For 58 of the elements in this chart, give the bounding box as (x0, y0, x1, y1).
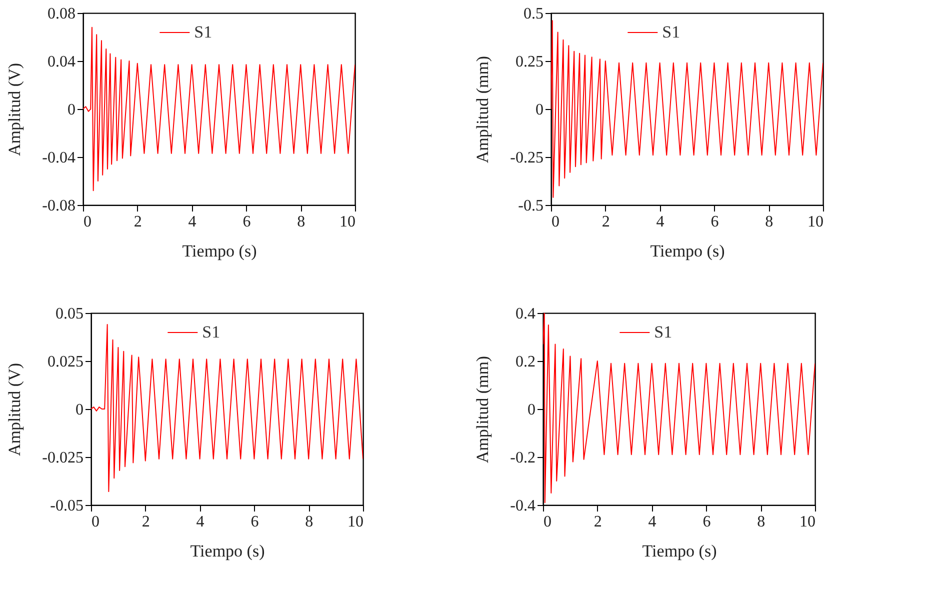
y-axis-title: Amplitud (mm) (473, 356, 492, 464)
x-tick-label: 6 (250, 514, 259, 530)
y-tick-label: 0 (528, 402, 536, 418)
legend-label: S1 (202, 322, 220, 342)
y-tick-label: 0 (68, 102, 76, 118)
x-tick-label: 2 (134, 214, 142, 230)
y-tick-label: -0.2 (510, 450, 536, 466)
x-tick-label: 4 (656, 214, 664, 230)
y-tick-label: 0.025 (48, 354, 84, 370)
x-axis-title: Tiempo (s) (650, 242, 725, 260)
legend-label: S1 (662, 22, 680, 42)
y-tick-label: -0.5 (518, 198, 544, 214)
x-tick-label: 4 (196, 514, 204, 530)
y-tick-label: 0 (76, 402, 84, 418)
x-tick-label: 10 (340, 214, 356, 230)
x-tick-label: 4 (648, 514, 656, 530)
y-tick-label: 0.25 (516, 54, 544, 70)
x-tick-label: 10 (808, 214, 824, 230)
line-series (551, 20, 823, 198)
x-axis-title: Tiempo (s) (642, 542, 717, 560)
x-tick-label: 8 (765, 214, 774, 230)
x-tick-label: 6 (242, 214, 251, 230)
y-tick-label: 0.4 (516, 306, 536, 322)
x-tick-label: 10 (800, 514, 816, 530)
line-series (543, 313, 815, 504)
x-axis-title: Tiempo (s) (190, 542, 265, 560)
legend-label: S1 (194, 22, 212, 42)
legend-label: S1 (654, 322, 672, 342)
x-tick-label: 2 (594, 514, 602, 530)
x-tick-label: 8 (305, 514, 314, 530)
x-tick-label: 2 (142, 514, 150, 530)
y-axis-title: Amplitud (V) (5, 362, 24, 456)
x-tick-label: 10 (348, 514, 364, 530)
x-tick-label: 6 (710, 214, 719, 230)
x-tick-label: 2 (602, 214, 610, 230)
y-axis-title: Amplitud (V) (5, 62, 24, 156)
y-axis-title: Amplitud (mm) (473, 56, 492, 164)
x-tick-label: 6 (702, 514, 711, 530)
line-series (91, 324, 363, 492)
x-tick-label: 8 (757, 514, 766, 530)
y-tick-label: 0 (536, 102, 544, 118)
x-axis-title: Tiempo (s) (182, 242, 257, 260)
x-tick-label: 4 (188, 214, 196, 230)
y-tick-label: 0.05 (56, 306, 84, 322)
y-tick-label: -0.05 (50, 498, 84, 514)
y-tick-label: -0.025 (42, 450, 84, 466)
y-tick-label: 0.2 (516, 354, 536, 370)
y-tick-label: -0.08 (42, 198, 76, 214)
y-tick-label: -0.04 (42, 150, 76, 166)
x-tick-label: 8 (297, 214, 306, 230)
y-tick-label: 0.08 (48, 6, 76, 22)
line-series (83, 26, 355, 192)
y-tick-label: -0.4 (510, 498, 536, 514)
y-tick-label: 0.04 (48, 54, 76, 70)
x-tick-label: 0 (92, 514, 100, 530)
y-tick-label: -0.25 (510, 150, 544, 166)
x-tick-label: 0 (552, 214, 560, 230)
y-tick-label: 0.5 (524, 6, 544, 22)
